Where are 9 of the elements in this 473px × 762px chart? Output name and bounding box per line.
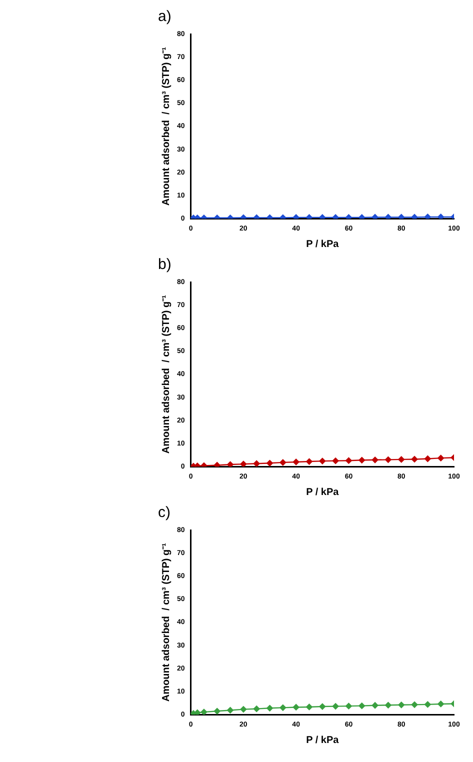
chart-title: c) (158, 504, 170, 522)
y-axis-title: Amount adsorbed / cm³ (STP) g⁻¹ (160, 542, 172, 702)
x-axis-title: P / kPa (306, 734, 340, 746)
x-axis-title: P / kPa (306, 486, 340, 498)
chart-title: b) (158, 256, 172, 274)
y-axis-title: Amount adsorbed / cm³ (STP) g⁻¹ (160, 46, 172, 206)
chart-title: a) (158, 8, 172, 26)
y-axis-title: Amount adsorbed / cm³ (STP) g⁻¹ (160, 294, 172, 454)
x-axis-title: P / kPa (306, 238, 340, 250)
